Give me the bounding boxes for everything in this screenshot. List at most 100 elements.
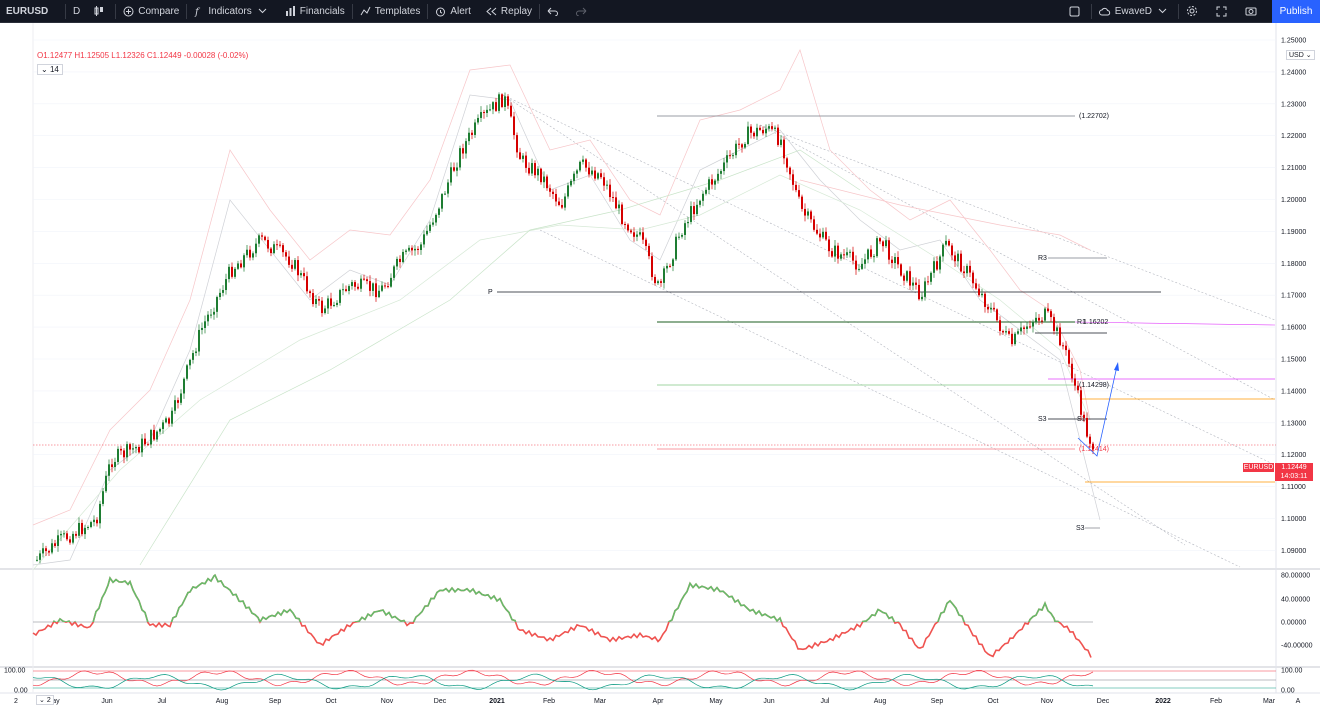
candle-body [204, 321, 206, 328]
candle-body [282, 245, 284, 253]
candle-body [240, 263, 242, 268]
candle-body [711, 179, 713, 185]
layout-name: EwaveD [1114, 5, 1152, 17]
layout-name-button[interactable]: EwaveD [1092, 0, 1178, 23]
candle-body [1080, 390, 1082, 415]
candle-body [72, 533, 74, 543]
candle-body [468, 132, 470, 142]
candles-icon [94, 6, 104, 16]
candle-body [414, 248, 416, 251]
candle-body [567, 185, 569, 197]
candle-body [474, 122, 476, 135]
osc2-legend-toggle[interactable]: ⌄ 2 [36, 695, 54, 705]
financials-label: Financials [299, 5, 345, 17]
candle-body [255, 243, 257, 254]
time-axis[interactable]: MayJunJulAugSepOctNovDec2021FebMarAprMay… [14, 698, 1301, 705]
study-legend-toggle[interactable]: ⌄ 14 [37, 64, 63, 75]
candle-body [477, 117, 479, 123]
candle-body [552, 191, 554, 194]
time-axis-left-badge[interactable]: 2 [14, 698, 18, 705]
alert-button[interactable]: Alert [428, 0, 478, 23]
candle-body [1068, 350, 1070, 364]
candle-body [756, 127, 758, 137]
osc1-tick-label: -40.00000 [1281, 643, 1313, 650]
price-axis[interactable]: 1.25000 1.24000 1.23000 1.22000 1.21000 1.200… [1281, 38, 1306, 555]
candle-body [264, 236, 266, 240]
candle-body [435, 214, 437, 223]
level-label-low: (1.12414) [1079, 446, 1109, 453]
candle-body [921, 296, 923, 300]
oscillator-1-line[interactable] [32, 573, 1092, 658]
interval-button[interactable]: D [73, 5, 81, 17]
bollinger-bands [32, 49, 1101, 571]
candle-body [855, 260, 857, 270]
candle-body [1056, 327, 1058, 331]
candle-body [501, 94, 503, 107]
candle-body [759, 127, 761, 130]
time-tick-label: Sep [269, 698, 282, 705]
candle-body [102, 491, 104, 504]
candle-body [678, 236, 680, 238]
candle-body [54, 543, 56, 546]
indicators-button[interactable]: f Indicators [187, 0, 277, 23]
plus-circle-icon [123, 6, 134, 16]
candle-body [558, 201, 560, 205]
chart-area[interactable]: (1.22702) R3 P R1 1.16202 (1.14298) S3 S… [0, 23, 1320, 709]
candle-body [627, 224, 629, 231]
chart-type-button[interactable] [87, 0, 115, 23]
candle-body [624, 223, 626, 225]
candle-body [186, 365, 188, 379]
candle-body [234, 268, 236, 277]
fullscreen-button[interactable] [1209, 0, 1238, 23]
candle-body [444, 193, 446, 195]
candle-body [1032, 321, 1034, 327]
toolbar-divider [351, 3, 353, 19]
candle-body [174, 400, 176, 411]
candle-body [1062, 345, 1064, 347]
compare-label: Compare [138, 5, 180, 17]
undo-button[interactable] [540, 0, 569, 23]
osc2-axis[interactable]: 100.00 0.00 100.00 0.00 [4, 668, 1303, 695]
candle-body [894, 257, 896, 264]
candle-body [684, 223, 686, 235]
candle-body [1077, 385, 1079, 391]
candle-body [942, 244, 944, 257]
candle-body [975, 283, 977, 289]
candle-body [561, 204, 563, 208]
candle-body [243, 255, 245, 268]
candle-body [330, 298, 332, 306]
time-tick-label: Oct [326, 698, 337, 705]
layout-select-button[interactable] [1062, 0, 1091, 23]
compare-button[interactable]: Compare [116, 0, 186, 23]
osc1-axis[interactable]: 80.00000 40.00000 0.00000 -40.00000 [1281, 573, 1313, 650]
projection-arrow[interactable] [1077, 362, 1119, 457]
redo-button[interactable] [569, 0, 598, 23]
currency-select[interactable]: USD ⌄ [1286, 50, 1315, 60]
candle-body [846, 252, 848, 256]
candle-body [1011, 333, 1013, 345]
candle-body [882, 241, 884, 247]
candle-body [147, 444, 149, 446]
publish-button[interactable]: Publish [1272, 0, 1320, 23]
price-chart[interactable]: (1.22702) R3 P R1 1.16202 (1.14298) S3 S… [0, 23, 1320, 709]
templates-button[interactable]: Templates [353, 0, 428, 23]
candle-body [708, 179, 710, 190]
candle-body [51, 543, 53, 553]
candle-body [867, 249, 869, 260]
symbol-search[interactable]: EURUSD [6, 5, 49, 17]
candle-body [564, 196, 566, 208]
candle-body [39, 553, 41, 560]
candle-body [171, 410, 173, 424]
settings-button[interactable] [1179, 0, 1209, 23]
candle-body [639, 232, 641, 235]
function-icon: f [194, 7, 201, 17]
candle-body [1074, 378, 1076, 386]
time-tick-label: Jun [763, 698, 774, 705]
replay-button[interactable]: Replay [478, 0, 539, 23]
candlestick-series[interactable] [36, 92, 1094, 564]
snapshot-button[interactable] [1238, 0, 1268, 23]
financials-button[interactable]: Financials [278, 0, 352, 23]
candle-body [579, 161, 581, 171]
oscillator-2-lines[interactable] [32, 669, 1276, 691]
auto-scale-button[interactable]: A [1296, 698, 1301, 705]
